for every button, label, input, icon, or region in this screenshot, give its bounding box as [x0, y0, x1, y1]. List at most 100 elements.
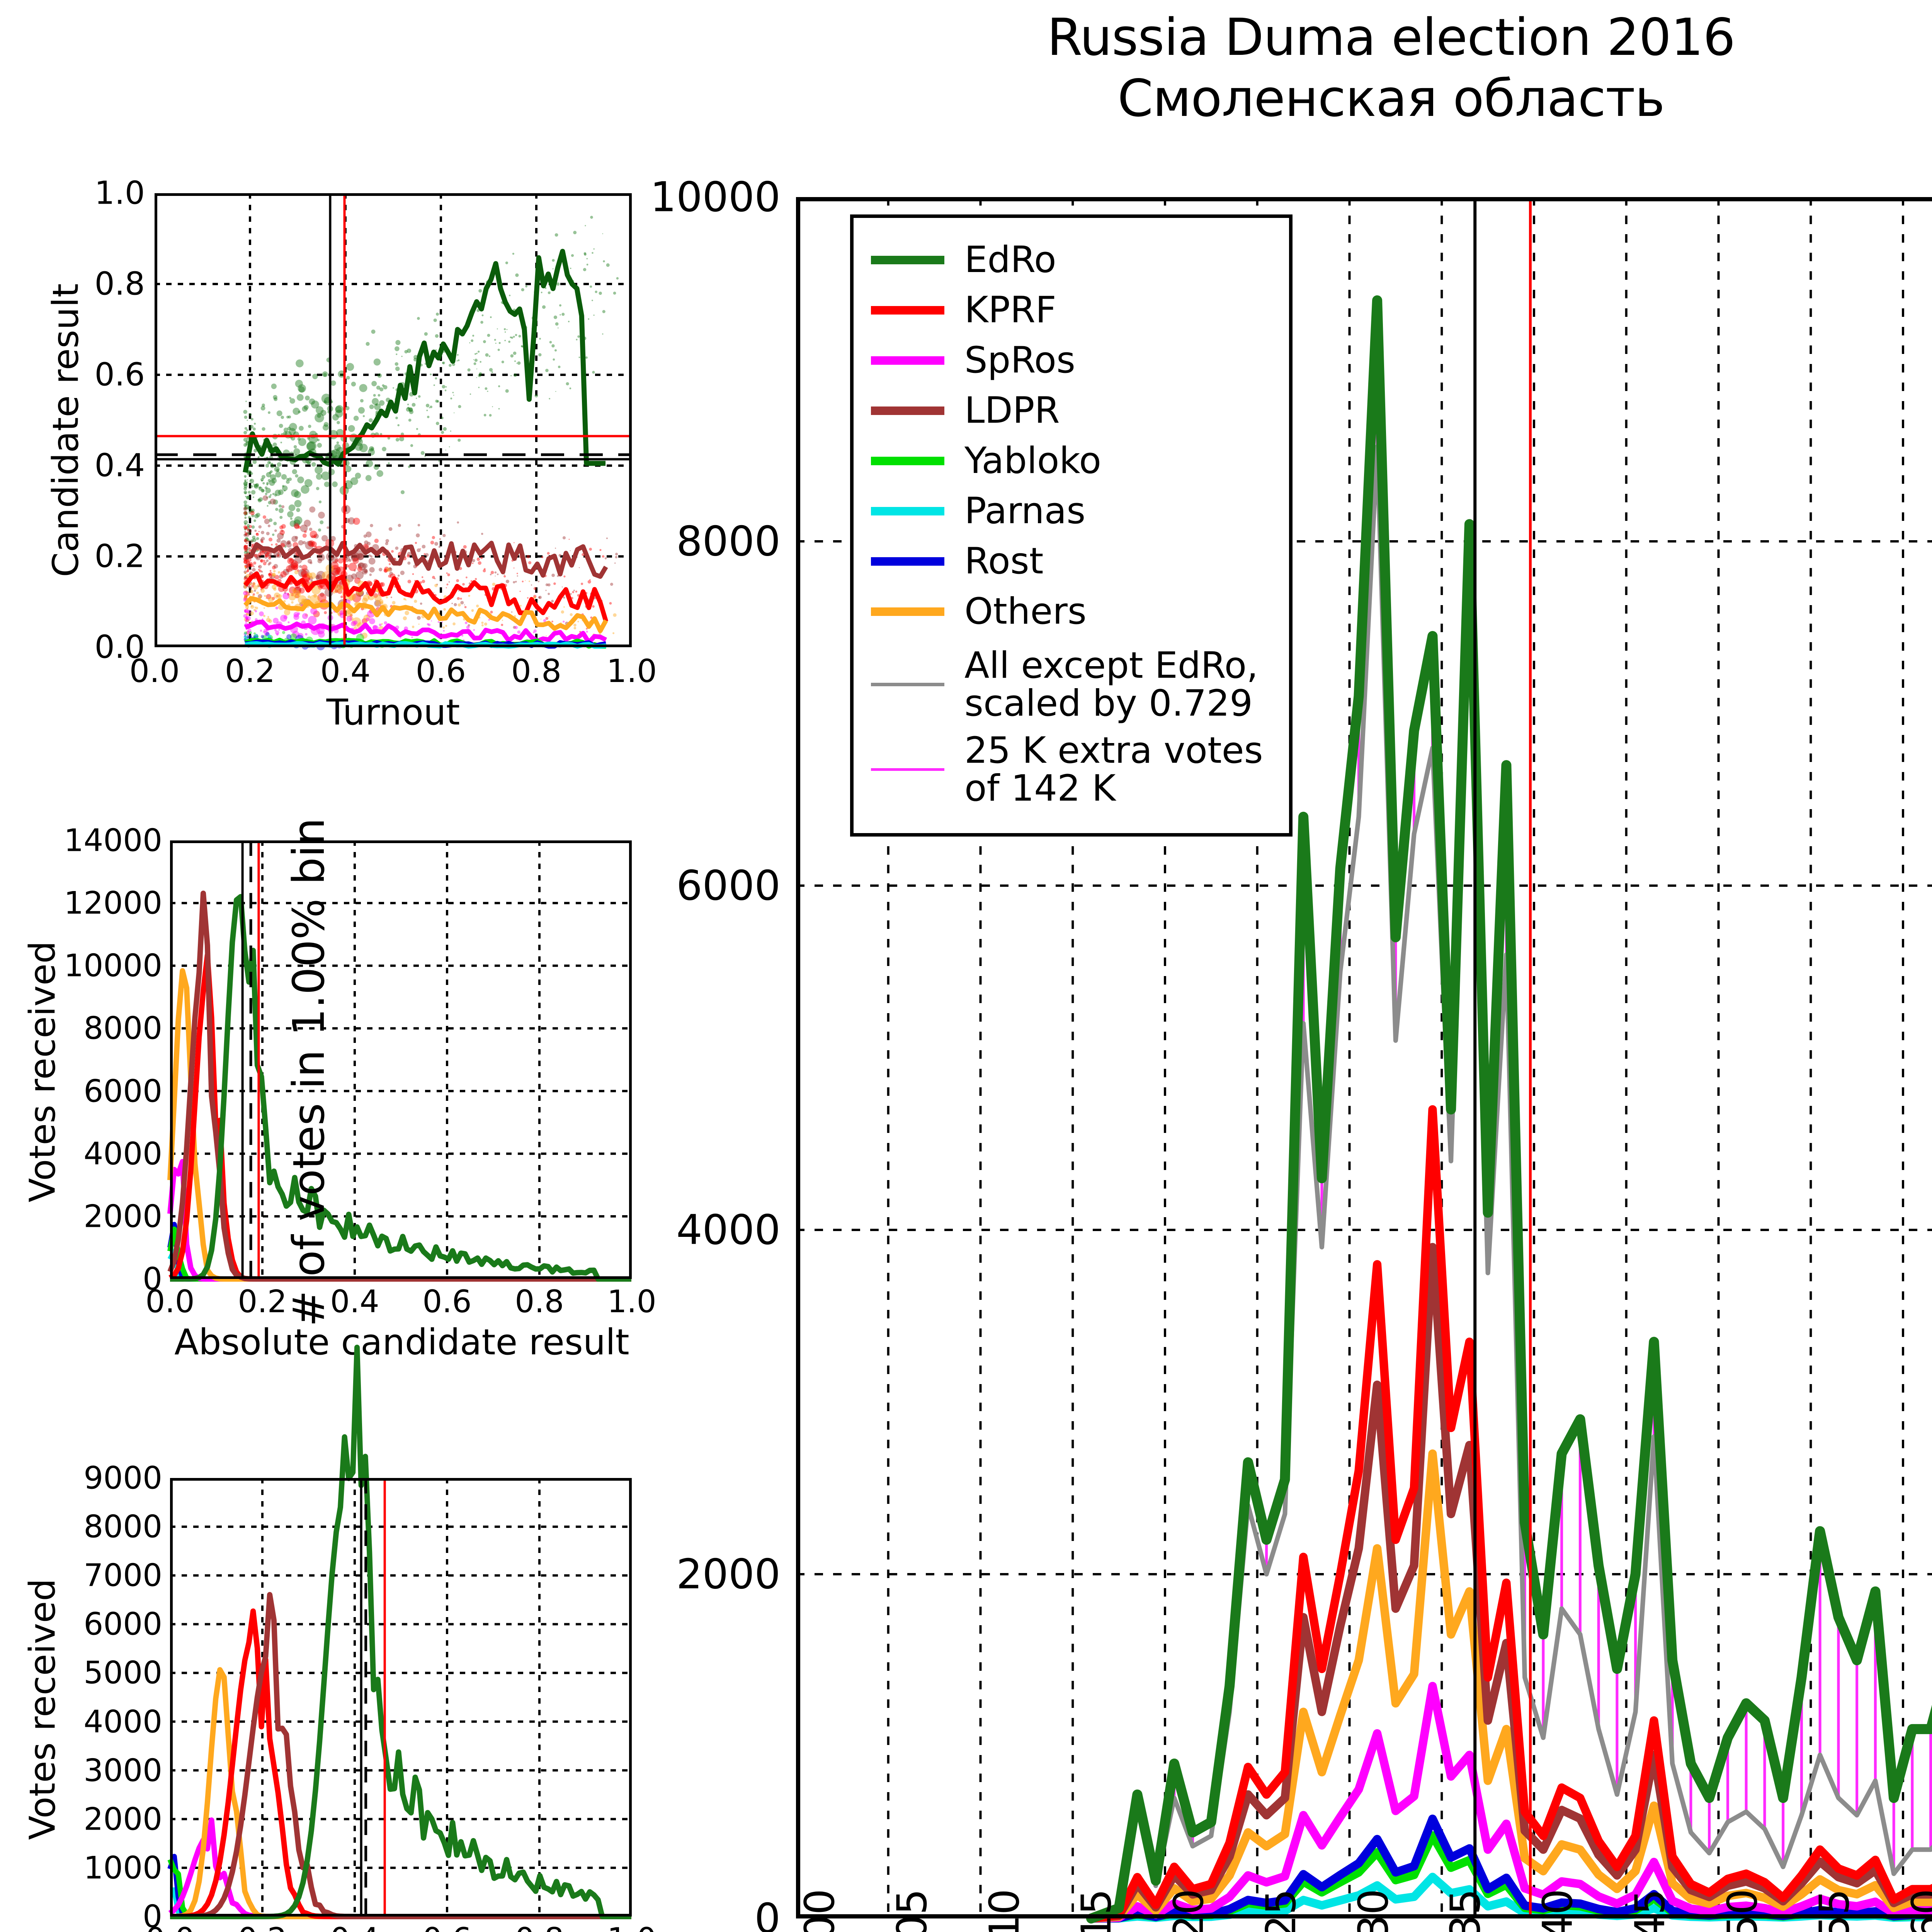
- y-tick-label: 0.0: [94, 629, 145, 666]
- legend-label: 25 K extra votes of 142 K: [964, 730, 1263, 810]
- result-hist-frame: [170, 1478, 632, 1917]
- scatter-plot-area: [155, 193, 632, 650]
- abs-hist-x-ticks: 0.0 0.2 0.4 0.6 0.8 1.0: [145, 1284, 656, 1320]
- y-tick-label: 3000: [83, 1752, 162, 1789]
- x-tick-label: 0.60: [1903, 1889, 1932, 1932]
- x-tick-label: 0.25: [1257, 1889, 1305, 1932]
- scatter-xlabel: Turnout: [326, 692, 460, 733]
- legend-swatch-icon: [871, 356, 944, 365]
- x-tick-label: 0.10: [981, 1889, 1028, 1932]
- x-tick-label: 1.0: [606, 653, 657, 690]
- legend-label: Parnas: [964, 490, 1086, 532]
- legend-label: Others: [964, 590, 1087, 633]
- x-tick-label: 0.4: [330, 1284, 379, 1320]
- x-tick-label: 0.00: [796, 1889, 844, 1932]
- y-tick-label: 1.0: [94, 175, 145, 212]
- legend: EdRo KPRF SpRos LDPR Yabloko Parnas Rost Others…: [850, 214, 1293, 837]
- legend-swatch-icon: [871, 607, 944, 616]
- y-tick-label: 9000: [83, 1460, 162, 1496]
- y-tick-label: 2000: [676, 1550, 781, 1598]
- y-tick-label: 6000: [676, 862, 781, 910]
- y-tick-label: 0.4: [94, 447, 145, 484]
- x-tick-label: 0.2: [238, 1284, 287, 1320]
- y-tick-label: 5000: [83, 1655, 162, 1691]
- legend-item-25[interactable]: 25 K extra votes of 142 K: [871, 732, 1263, 808]
- result-hist-x-ticks: 0.0 0.2 0.4 0.6 0.8 1.0: [145, 1921, 656, 1932]
- legend-item-edro[interactable]: EdRo: [871, 241, 1056, 279]
- y-tick-label: 8000: [676, 517, 781, 565]
- x-tick-label: 0.8: [511, 653, 562, 690]
- panel-candidate-result-vs-turnout: [155, 193, 632, 650]
- main-frame: [796, 197, 1932, 1918]
- x-tick-label: 0.35: [1442, 1889, 1489, 1932]
- x-tick-label: 0.0: [145, 1921, 194, 1932]
- y-tick-label: 0: [754, 1895, 781, 1932]
- x-tick-label: 1.0: [607, 1284, 656, 1320]
- x-tick-label: 0.30: [1350, 1889, 1397, 1932]
- legend-swatch-icon: [871, 507, 944, 515]
- y-tick-label: 2000: [83, 1198, 162, 1235]
- legend-item-others[interactable]: Others: [871, 593, 1087, 631]
- legend-swatch-icon: [871, 557, 944, 566]
- legend-item-kprf[interactable]: KPRF: [871, 291, 1056, 329]
- scatter-x-ticks: 0.0 0.2 0.4 0.6 0.8 1.0: [129, 653, 657, 690]
- y-tick-label: 4000: [83, 1704, 162, 1740]
- legend-item-rost[interactable]: Rost: [871, 543, 1043, 580]
- legend-swatch-icon: [871, 768, 944, 771]
- y-tick-label: 0.6: [94, 356, 145, 393]
- y-tick-label: 8000: [83, 1509, 162, 1545]
- legend-item-ldpr[interactable]: LDPR: [871, 392, 1060, 430]
- y-tick-label: 8000: [83, 1010, 162, 1046]
- legend-label: KPRF: [964, 289, 1056, 331]
- abs-hist-frame: [170, 840, 632, 1279]
- panel-main-turnout-histogram: [796, 197, 1932, 1923]
- y-tick-label: 0.2: [94, 538, 145, 575]
- x-tick-label: 0.45: [1626, 1889, 1674, 1932]
- legend-item-spros[interactable]: SpRos: [871, 342, 1075, 379]
- x-tick-label: 0.4: [330, 1921, 379, 1932]
- y-tick-label: 2000: [83, 1801, 162, 1837]
- y-tick-label: 14000: [64, 822, 163, 859]
- y-tick-label: 6000: [83, 1073, 162, 1109]
- x-tick-label: 0.6: [422, 1921, 471, 1932]
- legend-label: All except EdRo, scaled by 0.729: [964, 645, 1259, 724]
- main-ylabel: # of votes in 1.00% bin: [284, 818, 334, 1327]
- x-tick-label: 0.20: [1165, 1889, 1213, 1932]
- x-tick-label: 0.6: [415, 653, 466, 690]
- y-tick-label: 0: [143, 1898, 162, 1932]
- scatter-frame: [155, 193, 632, 647]
- legend-swatch-icon: [871, 456, 944, 465]
- y-tick-label: 6000: [83, 1606, 162, 1642]
- x-tick-label: 1.0: [607, 1921, 656, 1932]
- x-tick-label: 0.40: [1534, 1889, 1582, 1932]
- abs-hist-xlabel: Absolute candidate result: [174, 1321, 629, 1363]
- legend-label: LDPR: [964, 389, 1060, 432]
- legend-item-parnas[interactable]: Parnas: [871, 492, 1085, 530]
- legend-label: EdRo: [964, 239, 1056, 281]
- legend-item-yabloko[interactable]: Yabloko: [871, 442, 1101, 480]
- y-tick-label: 4000: [83, 1136, 162, 1172]
- figure-subtitle: Смоленская область: [1117, 69, 1665, 128]
- figure-title: Russia Duma election 2016: [1047, 8, 1736, 67]
- x-tick-label: 0.8: [515, 1284, 564, 1320]
- x-tick-label: 0.0: [145, 1284, 195, 1320]
- legend-label: Rost: [964, 540, 1044, 582]
- legend-swatch-icon: [871, 406, 944, 415]
- x-tick-label: 0.2: [238, 1921, 287, 1932]
- y-tick-label: 12000: [64, 885, 163, 921]
- x-tick-label: 0.2: [224, 653, 276, 690]
- x-tick-label: 0.50: [1719, 1889, 1766, 1932]
- y-tick-label: 10000: [64, 947, 163, 984]
- legend-swatch-icon: [871, 683, 944, 687]
- y-tick-label: 7000: [83, 1557, 162, 1594]
- legend-label: SpRos: [964, 339, 1075, 381]
- result-hist-y-ticks: 0 1000 2000 3000 4000 5000 6000 7000 8000 9000: [31, 1460, 162, 1932]
- legend-swatch-icon: [871, 306, 944, 315]
- main-y-ticks: 0 2000 4000 6000 8000 10000: [580, 173, 781, 1932]
- legend-label: Yabloko: [964, 440, 1101, 482]
- result-hist-plot-area: [167, 1345, 632, 1919]
- y-tick-label: 0.8: [94, 265, 145, 303]
- x-tick-label: 0.55: [1811, 1889, 1858, 1932]
- legend-item-all[interactable]: All except EdRo, scaled by 0.729: [871, 647, 1258, 723]
